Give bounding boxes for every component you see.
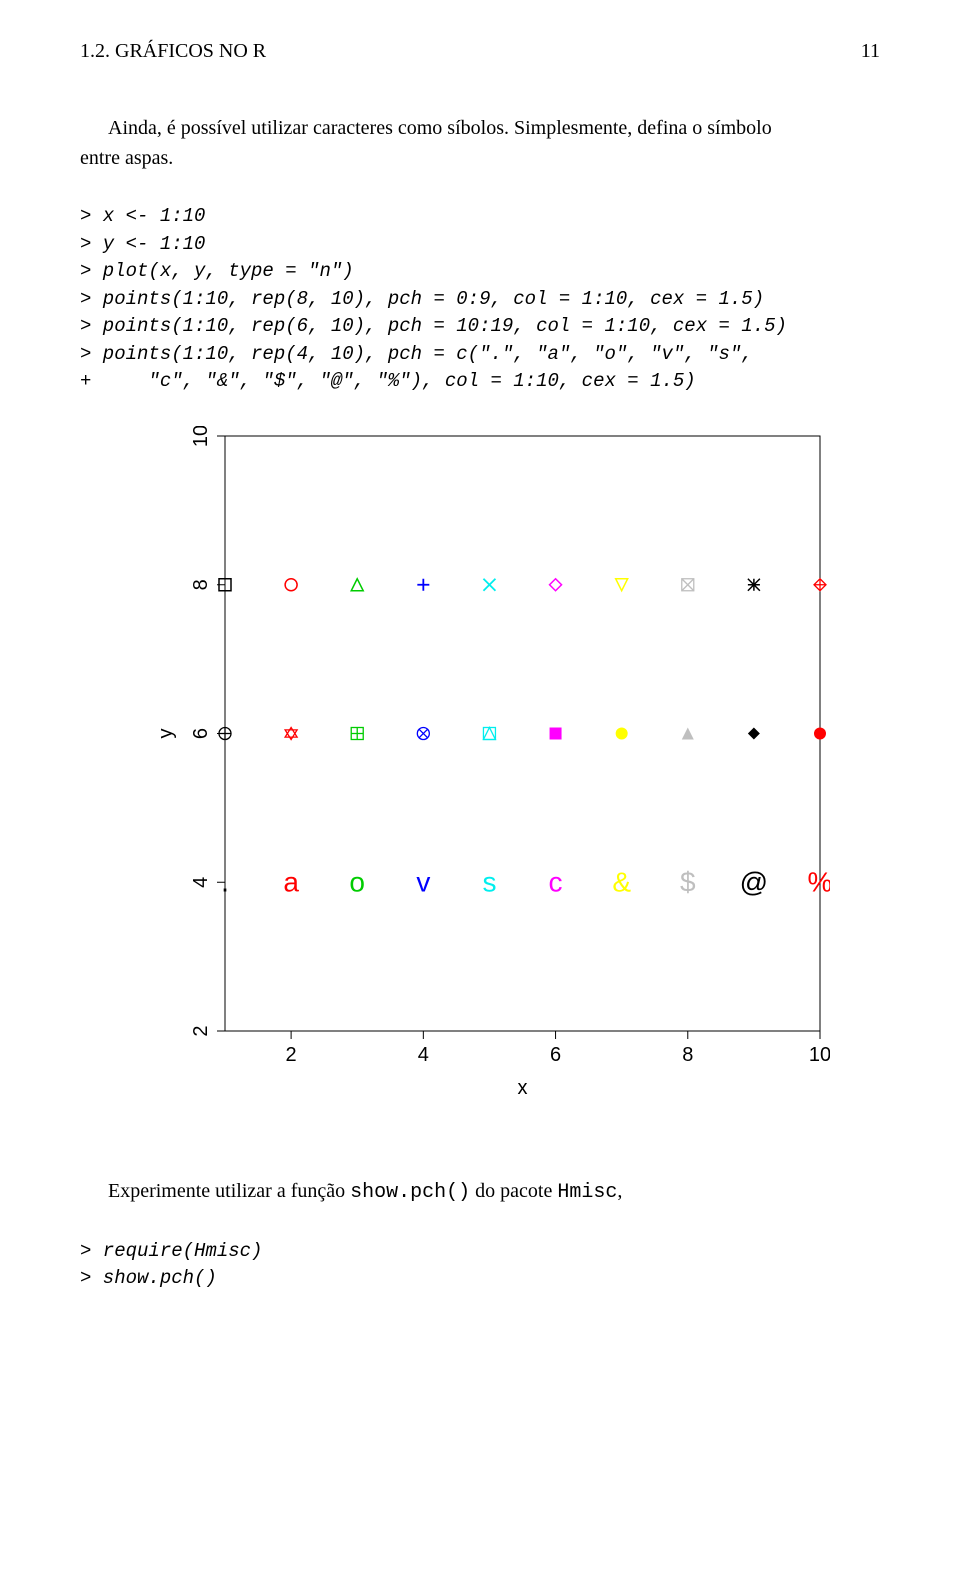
svg-text:6: 6 [190, 728, 212, 739]
intro-paragraph: Ainda, é possível utilizar caracteres co… [80, 113, 880, 173]
para2-a: Experimente utilizar a função [108, 1180, 350, 1202]
section-title: 1.2. GRÁFICOS NO R [80, 40, 266, 63]
svg-text:2: 2 [286, 1044, 297, 1066]
svg-text:6: 6 [550, 1044, 561, 1066]
svg-text:@: @ [740, 866, 768, 897]
svg-text:2: 2 [190, 1025, 212, 1036]
code-line: + "c", "&", "$", "@", "%"), col = 1:10, … [80, 370, 696, 392]
svg-text:v: v [416, 866, 430, 897]
code-block-2: > require(Hmisc) > show.pch() [80, 1238, 880, 1293]
code-line: > show.pch() [80, 1267, 217, 1289]
code-line: > points(1:10, rep(6, 10), pch = 10:19, … [80, 315, 787, 337]
show-pch-fn: show.pch() [350, 1181, 470, 1204]
svg-text:10: 10 [190, 426, 212, 447]
svg-text:a: a [283, 866, 299, 897]
page-number: 11 [861, 40, 880, 63]
code-line: > x <- 1:10 [80, 205, 205, 227]
code-line: > points(1:10, rep(4, 10), pch = c(".", … [80, 343, 753, 365]
svg-text:s: s [482, 866, 496, 897]
svg-text:y: y [155, 728, 177, 738]
svg-text:x: x [518, 1077, 528, 1099]
code-line: > y <- 1:10 [80, 233, 205, 255]
code-line: > points(1:10, rep(8, 10), pch = 0:9, co… [80, 288, 764, 310]
r-scatter-plot: 2 4 6 8 10 x 2 4 6 8 10 y. a o v s c & $ @% [130, 426, 830, 1126]
plot-container: 2 4 6 8 10 x 2 4 6 8 10 y. a o v s c & $ @% [80, 426, 880, 1126]
svg-text:8: 8 [682, 1044, 693, 1066]
para2-e: , [617, 1180, 622, 1202]
svg-text:%: % [808, 866, 830, 897]
para2-c: do pacote [470, 1180, 557, 1202]
svg-text:&: & [612, 866, 631, 897]
closing-paragraph: Experimente utilizar a função show.pch()… [80, 1176, 880, 1208]
svg-text:4: 4 [418, 1044, 429, 1066]
hmisc-pkg: Hmisc [557, 1181, 617, 1204]
svg-text:c: c [549, 866, 563, 897]
intro-line2: entre aspas. [80, 147, 173, 169]
code-line: > require(Hmisc) [80, 1240, 262, 1262]
svg-text:$: $ [680, 866, 696, 897]
svg-text:.: . [221, 866, 229, 897]
svg-text:o: o [349, 866, 365, 897]
svg-text:10: 10 [809, 1044, 830, 1066]
intro-line1: Ainda, é possível utilizar caracteres co… [108, 117, 772, 139]
code-line: > plot(x, y, type = "n") [80, 260, 354, 282]
svg-text:4: 4 [190, 877, 212, 888]
page-header: 1.2. GRÁFICOS NO R 11 [80, 40, 880, 63]
svg-text:8: 8 [190, 579, 212, 590]
code-block-1: > x <- 1:10 > y <- 1:10 > plot(x, y, typ… [80, 203, 880, 396]
